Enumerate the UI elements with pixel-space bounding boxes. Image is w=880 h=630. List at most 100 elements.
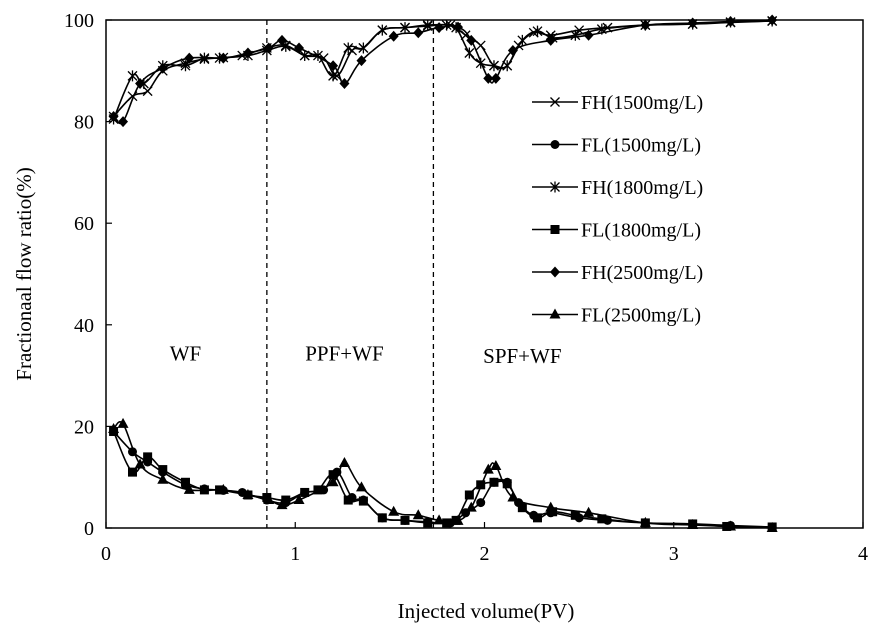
data-point-triangle-marker (388, 505, 400, 516)
legend-entry: FH(2500mg/L) (532, 262, 703, 284)
data-point-star-marker (422, 19, 433, 31)
data-point-square-marker (127, 467, 137, 477)
data-point-diamond-marker (453, 21, 464, 33)
data-point-diamond-marker (583, 29, 594, 41)
legend-entry: FL(1800mg/L) (532, 220, 701, 242)
plot-area (105, 19, 864, 529)
data-point-triangle-marker (465, 501, 477, 512)
legend-label: FL(1500mg/L) (581, 135, 701, 157)
data-point-square-marker (550, 225, 560, 234)
stage-annotations: WF PPF+WF SPF+WF (170, 341, 562, 368)
data-point-diamond-marker (356, 55, 367, 67)
data-point-diamond-marker (483, 72, 494, 84)
data-point-square-marker (300, 487, 310, 497)
series-4 (108, 14, 778, 128)
data-point-circle-marker (476, 498, 486, 508)
data-point-triangle-marker (134, 458, 146, 469)
data-point-triangle-marker (338, 456, 350, 467)
data-point-triangle-marker (242, 488, 254, 499)
legend-label: FH(1500mg/L) (581, 92, 703, 114)
data-point-diamond-marker (218, 52, 229, 64)
data-point-square-marker (143, 452, 153, 462)
legend-entry: FL(2500mg/L) (532, 305, 701, 327)
legend-entry: FH(1500mg/L) (532, 92, 703, 114)
data-point-triangle-marker (490, 460, 502, 471)
data-point-triangle-marker (583, 506, 595, 517)
series-line (113, 430, 773, 528)
y-tick-label: 40 (74, 315, 94, 337)
data-point-triangle-marker (545, 501, 557, 512)
data-point-square-marker (328, 470, 338, 480)
data-point-square-marker (377, 513, 387, 523)
data-point-square-marker (532, 513, 542, 523)
legend-label: FH(2500mg/L) (581, 262, 703, 284)
legend-label: FL(1800mg/L) (581, 220, 701, 242)
legend-label: FH(1800mg/L) (581, 177, 703, 199)
plot-frame (105, 19, 864, 529)
data-point-diamond-marker (263, 42, 274, 54)
y-tick-label: 20 (74, 416, 94, 438)
data-point-square-marker (281, 495, 291, 505)
data-point-triangle-marker (327, 476, 339, 487)
x-tick-label: 2 (480, 543, 490, 565)
data-point-diamond-marker (328, 60, 339, 72)
data-point-star-marker (377, 24, 388, 36)
data-point-diamond-marker (687, 17, 698, 29)
data-point-diamond-marker (339, 78, 350, 89)
data-point-diamond-marker (725, 16, 736, 28)
data-point-triangle-marker (766, 522, 778, 532)
data-point-x-marker (475, 40, 486, 51)
data-point-triangle-marker (725, 520, 737, 531)
data-point-x-marker (142, 86, 153, 97)
data-point-diamond-marker (135, 78, 146, 89)
data-point-star-marker (328, 70, 339, 82)
data-point-square-marker (180, 477, 190, 487)
data-point-diamond-marker (388, 30, 399, 42)
data-point-square-marker (423, 518, 433, 528)
data-point-diamond-marker (118, 116, 129, 128)
data-point-square-marker (517, 503, 527, 513)
stage-label: WF (170, 341, 202, 365)
x-axis-label: Injected volume(PV) (398, 599, 575, 623)
data-point-square-marker (158, 465, 168, 475)
data-point-diamond-marker (108, 111, 119, 123)
data-point-star-marker (127, 70, 138, 82)
data-point-star-marker (489, 60, 499, 72)
legend-entry: FL(1500mg/L) (532, 135, 701, 157)
data-point-triangle-marker (549, 308, 561, 319)
data-point-triangle-marker (433, 514, 445, 525)
data-point-diamond-marker (640, 19, 651, 31)
legend: FH(1500mg/L) FL(1500mg/L) FH(1800mg/L) FL(1… (532, 92, 703, 327)
data-point-square-marker (400, 515, 410, 525)
x-tick-label: 1 (290, 543, 300, 565)
x-tick-label: 0 (101, 543, 111, 565)
data-point-square-marker (597, 514, 607, 524)
series-layer (108, 14, 778, 532)
data-point-square-marker (464, 490, 474, 500)
data-point-diamond-marker (157, 62, 168, 74)
axes: 0 20 40 60 80 100 0 1 2 3 4 (64, 10, 868, 565)
legend-label: FL(2500mg/L) (581, 305, 701, 327)
stage-label: PPF+WF (305, 341, 383, 365)
data-point-square-marker (570, 510, 580, 520)
legend-entry: FH(1800mg/L) (532, 177, 703, 199)
data-point-star-marker (464, 47, 475, 59)
series-line (113, 421, 773, 529)
y-tick-label: 80 (74, 112, 94, 134)
data-point-triangle-marker (482, 463, 494, 474)
data-point-diamond-marker (466, 34, 477, 46)
data-point-square-marker (442, 518, 452, 528)
data-point-star-marker (517, 34, 528, 46)
data-point-diamond-marker (413, 27, 424, 39)
series-5 (108, 417, 778, 532)
data-point-diamond-marker (277, 34, 288, 46)
data-point-x-marker (550, 97, 560, 107)
data-point-star-marker (400, 22, 410, 34)
data-point-triangle-marker (263, 494, 275, 505)
data-point-diamond-marker (550, 266, 560, 278)
data-point-diamond-marker (767, 14, 778, 26)
series-line (112, 431, 773, 528)
data-point-square-marker (343, 495, 353, 505)
data-point-star-marker (570, 29, 581, 41)
